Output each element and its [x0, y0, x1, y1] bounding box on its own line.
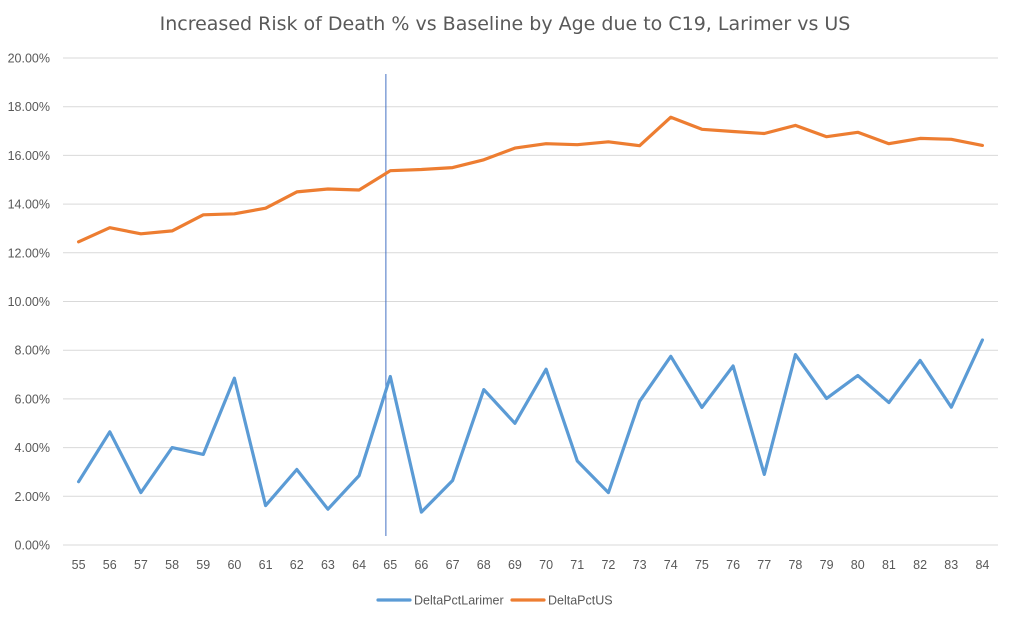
legend-label-DeltaPctUS: DeltaPctUS [548, 594, 613, 608]
y-tick-label: 18.00% [8, 100, 50, 114]
series-line-DeltaPctLarimer [76, 338, 985, 514]
y-tick-label: 6.00% [15, 392, 50, 406]
x-tick-label: 83 [944, 558, 958, 572]
x-tick-label: 84 [975, 558, 989, 572]
x-tick-label: 73 [633, 558, 647, 572]
y-tick-label: 20.00% [8, 52, 50, 66]
series-line-DeltaPctUS [76, 115, 985, 244]
x-tick-label: 57 [134, 558, 148, 572]
x-tick-label: 66 [414, 558, 428, 572]
x-tick-label: 77 [757, 558, 771, 572]
x-tick-label: 61 [259, 558, 273, 572]
y-tick-label: 4.00% [15, 441, 50, 455]
x-tick-label: 75 [695, 558, 709, 572]
x-axis-ticks: 55 56 57 58 59 60 61 62 63 64 65 66 67 68 69 70 71 72 73 74… [72, 558, 990, 572]
x-tick-label: 58 [165, 558, 179, 572]
y-tick-label: 8.00% [15, 344, 50, 358]
y-tick-label: 10.00% [8, 295, 50, 309]
x-tick-label: 76 [726, 558, 740, 572]
x-tick-label: 71 [570, 558, 584, 572]
x-tick-label: 81 [882, 558, 896, 572]
gridlines [63, 57, 998, 546]
x-tick-label: 74 [664, 558, 678, 572]
y-axis-ticks: 0.00% 2.00% 4.00% 6.00% 8.00% 10.00% 12.00% 14.… [8, 52, 50, 553]
y-tick-label: 12.00% [8, 246, 50, 260]
x-tick-label: 62 [290, 558, 304, 572]
x-tick-label: 55 [72, 558, 86, 572]
x-tick-label: 63 [321, 558, 335, 572]
chart-title: Increased Risk of Death % vs Baseline by… [160, 13, 851, 35]
y-tick-label: 14.00% [8, 198, 50, 212]
x-tick-label: 82 [913, 558, 927, 572]
x-tick-label: 59 [196, 558, 210, 572]
x-tick-label: 65 [383, 558, 397, 572]
x-tick-label: 67 [446, 558, 460, 572]
x-tick-label: 64 [352, 558, 366, 572]
legend-label-DeltaPctLarimer: DeltaPctLarimer [414, 594, 504, 608]
y-tick-label: 2.00% [15, 490, 50, 504]
x-tick-label: 79 [820, 558, 834, 572]
x-tick-label: 78 [788, 558, 802, 572]
series-layer [76, 115, 985, 514]
x-tick-label: 69 [508, 558, 522, 572]
x-tick-label: 56 [103, 558, 117, 572]
x-tick-label: 68 [477, 558, 491, 572]
x-tick-label: 72 [601, 558, 615, 572]
y-tick-label: 16.00% [8, 149, 50, 163]
legend: DeltaPctLarimer DeltaPctUS [376, 594, 613, 608]
x-tick-label: 70 [539, 558, 553, 572]
x-tick-label: 60 [227, 558, 241, 572]
x-tick-label: 80 [851, 558, 865, 572]
y-tick-label: 0.00% [15, 539, 50, 553]
